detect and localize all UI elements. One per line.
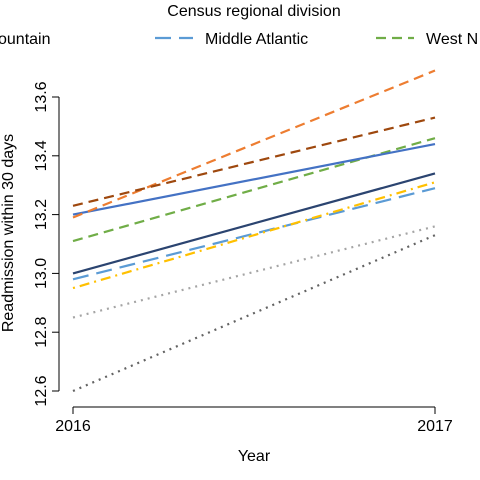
y-tick-label: 12.8 [33, 317, 50, 348]
legend-label: ountain [0, 31, 51, 48]
y-axis-label: Readmission within 30 days [0, 134, 17, 332]
series-line [72, 172, 436, 275]
legend-label: West N [426, 31, 478, 48]
series-lines [72, 69, 436, 393]
series-line [72, 181, 436, 290]
legend: Census regional division ountain Middle A… [0, 3, 478, 48]
y-tick-label: 12.6 [33, 375, 50, 406]
series-line [72, 116, 436, 207]
x-axis: 2016 2017 [55, 406, 453, 435]
series-line [72, 142, 436, 216]
y-tick-label: 13.4 [33, 140, 50, 171]
legend-label: Middle Atlantic [205, 31, 308, 48]
y-axis: 12.6 12.8 13.0 13.2 13.4 13.6 [33, 81, 60, 407]
y-tick-label: 13.2 [33, 199, 50, 230]
x-tick-label: 2017 [417, 418, 453, 435]
legend-title: Census regional division [167, 3, 340, 20]
y-tick-label: 13.6 [33, 81, 50, 112]
x-tick-label: 2016 [55, 418, 91, 435]
series-line [72, 69, 436, 219]
y-tick-label: 13.0 [33, 258, 50, 289]
series-line [72, 234, 436, 393]
x-axis-label: Year [238, 448, 271, 465]
series-line [72, 187, 436, 281]
